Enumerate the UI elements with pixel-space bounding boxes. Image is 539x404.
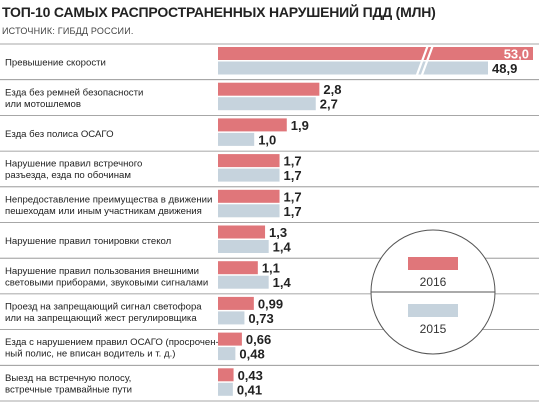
legend-label-2016: 2016	[420, 275, 447, 289]
bar-2015	[218, 347, 236, 361]
category-label: Выезд на встречную полосу, встречные трам…	[5, 373, 132, 396]
category-label: Езда с нарушением правил ОСАГО (просроче…	[5, 337, 219, 360]
chart-row: Езда без полиса ОСАГО 1,9 1,0	[0, 115, 539, 147]
axis-break-mark	[419, 44, 435, 78]
bar-2015	[218, 275, 269, 289]
chart-title: ТОП-10 САМЫХ РАСПРОСТРАНЕННЫХ НАРУШЕНИЙ …	[2, 4, 436, 20]
chart-row: Нарушение правил встречного разъезда, езд…	[0, 150, 539, 183]
chart-row: Езда с нарушением правил ОСАГО (просроче…	[0, 329, 539, 362]
bar-2015	[218, 168, 280, 182]
value-label-2015: 0,73	[248, 311, 273, 326]
category-label: Езда без ремней безопасности или мотошлем…	[5, 87, 143, 110]
bar-2015	[218, 311, 245, 325]
bar-2016	[218, 118, 287, 132]
value-label-2015: 48,9	[492, 61, 517, 76]
value-label-2016: 1,9	[291, 118, 309, 133]
axis-break-mark	[414, 44, 430, 78]
value-label-2015: 1,4	[273, 240, 292, 255]
value-label-2016: 1,1	[262, 261, 280, 276]
value-label-2015: 1,7	[284, 204, 302, 219]
value-label-2016: 0,43	[238, 368, 263, 383]
value-label-2015: 1,4	[273, 275, 292, 290]
bar-2015	[218, 204, 280, 218]
chart-row: Езда без ремней безопасности или мотошлем…	[0, 79, 539, 112]
bar-2016	[218, 296, 254, 310]
bar-2016	[218, 332, 242, 346]
value-label-2015: 0,48	[239, 347, 264, 362]
category-label: Нарушение правил встречного разъезда, езд…	[5, 159, 142, 182]
value-label-2015: 1,7	[284, 168, 302, 183]
chart-row: Выезд на встречную полосу, встречные трам…	[0, 364, 539, 397]
value-label-2016: 0,66	[246, 332, 271, 347]
bar-2016	[218, 368, 234, 382]
bar-2015	[218, 132, 255, 146]
category-label: Непредоставление преимущества в движении…	[5, 194, 212, 217]
value-label-2015: 1,0	[258, 132, 276, 147]
category-label: Проезд на запрещающий сигнал светофора ил…	[5, 302, 202, 325]
bar-2015	[218, 382, 233, 396]
value-label-2015: 2,7	[320, 97, 338, 112]
value-label-2015: 0,41	[237, 382, 262, 397]
chart-source: ИСТОЧНИК: ГИБДД РОССИИ.	[2, 26, 134, 36]
chart-row: Нарушение правил тонировки стекол 1,31,4	[0, 222, 539, 255]
chart-row: Непредоставление преимущества в движении…	[0, 186, 539, 219]
value-label-2016: 0,99	[258, 296, 283, 311]
bar-2015	[218, 97, 316, 111]
legend-swatch-2015	[408, 304, 458, 317]
value-label-2016: 53,0	[504, 47, 529, 62]
bar-2015	[218, 61, 488, 75]
bar-2016	[218, 154, 280, 168]
category-label: Нарушение правил тонировки стекол	[5, 236, 171, 247]
chart-row: Нарушение правил пользования внешними све…	[0, 257, 539, 290]
legend-swatch-2016	[408, 257, 458, 270]
value-label-2016: 1,3	[269, 225, 287, 240]
chart-row: Превышение скорости 53,048,9	[0, 43, 539, 78]
bar-2016	[218, 189, 280, 203]
category-label: Нарушение правил пользования внешними све…	[5, 266, 208, 289]
value-label-2016: 2,8	[323, 82, 341, 97]
bar-2016	[218, 261, 258, 275]
value-label-2016: 1,7	[284, 189, 302, 204]
bar-2016	[218, 82, 320, 96]
bar-2015	[218, 240, 269, 253]
legend-label-2015: 2015	[420, 322, 447, 336]
bar-2016	[218, 47, 533, 60]
value-label-2016: 1,7	[284, 154, 302, 169]
category-label: Превышение скорости	[5, 57, 106, 68]
category-label: Езда без полиса ОСАГО	[5, 129, 114, 140]
bar-2016	[218, 225, 266, 239]
